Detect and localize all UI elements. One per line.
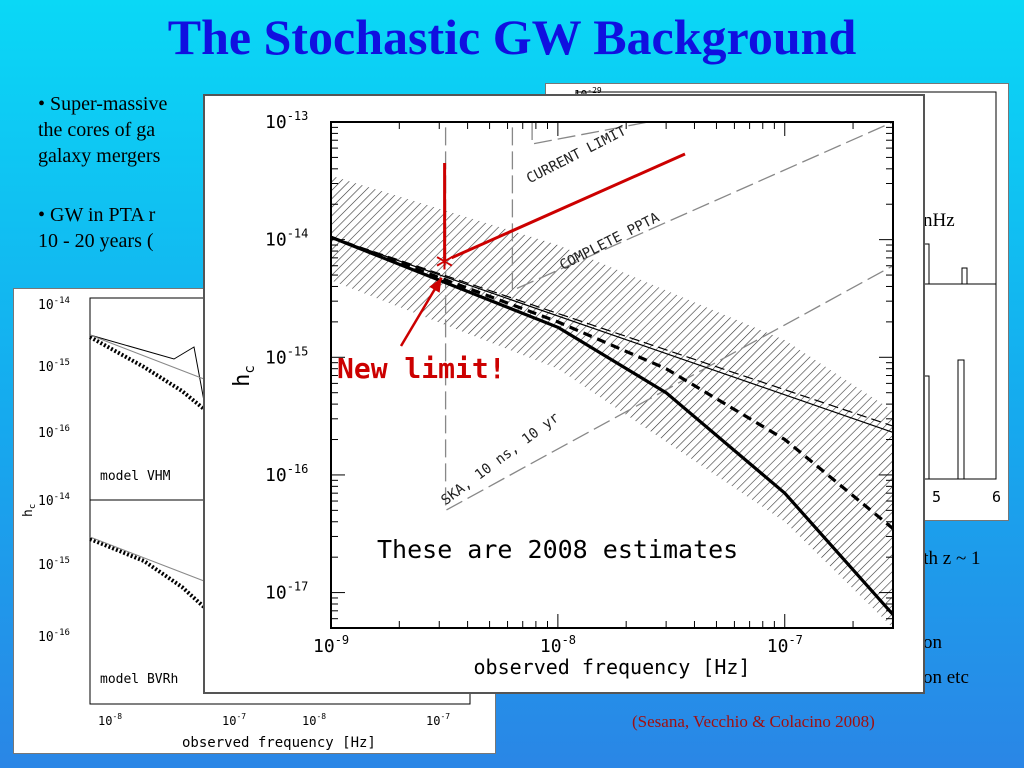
- new-limit-marker: *: [434, 248, 456, 289]
- left-x-tick-4: 10-7: [426, 712, 450, 728]
- left-bottom-curve-ref: [89, 536, 205, 582]
- left-x-axis-label: observed frequency [Hz]: [182, 735, 376, 751]
- slide-title: The Stochastic GW Background: [167, 9, 857, 65]
- left-y-tick-bot-16: 10-16: [38, 628, 70, 645]
- uncertainty-band: [331, 175, 893, 628]
- plot-frame: [330, 121, 894, 629]
- left-y-tick-top-14: 10-14: [38, 296, 70, 313]
- series-line-1: [331, 235, 893, 616]
- series-line-4: [331, 236, 893, 427]
- bullet-2-line-2: 10 - 20 years (: [38, 230, 154, 252]
- sensitivity-curve-2: [511, 122, 893, 292]
- side-text-nhz: nHz: [923, 210, 955, 231]
- sensitivity-label-2: COMPLETE PPTA: [557, 209, 662, 273]
- estimates-note: These are 2008 estimates: [377, 535, 738, 564]
- main-chart: CURRENT LIMIT COMPLETE PPTA SKA, 10 ns, 10…: [203, 94, 925, 694]
- side-text-z1: ith z ~ 1: [918, 548, 981, 569]
- left-y-axis-label: hc: [21, 504, 38, 517]
- y-axis-label: hc: [230, 365, 258, 387]
- right-x-tick-6: 6: [992, 488, 1001, 506]
- left-x-tick-1: 10-8: [98, 712, 122, 728]
- sensitivity-label-3: SKA, 10 ns, 10 yr: [438, 410, 562, 509]
- new-limit-arrowhead: [429, 277, 442, 293]
- right-bar-2: [961, 267, 968, 285]
- left-y-tick-top-15: 10-15: [38, 358, 70, 375]
- side-text-on: on: [923, 632, 942, 653]
- sensitivity-curve-1: [531, 122, 649, 145]
- x-tick-label-1: 10-9: [313, 633, 349, 657]
- right-bar-4: [957, 359, 965, 480]
- new-limit-label: New limit!: [337, 352, 506, 385]
- y-tick-label-3: 10-15: [265, 344, 308, 368]
- left-y-tick-bot-15: 10-15: [38, 556, 70, 573]
- left-model-bvrh-label: model BVRh: [100, 672, 178, 687]
- y-tick-label-2: 10-14: [265, 227, 308, 251]
- y-tick-label-4: 10-16: [265, 462, 308, 486]
- bullet-1-line-1: • Super-massive: [38, 93, 168, 115]
- limit-slanted-line: [450, 152, 686, 260]
- left-x-tick-2: 10-7: [222, 712, 246, 728]
- bullet-1-line-2: the cores of ga: [38, 119, 156, 141]
- left-bottom-curve-thick: [89, 537, 206, 609]
- left-y-tick-top-16: 10-16: [38, 424, 70, 441]
- left-x-tick-3: 10-8: [302, 712, 326, 728]
- main-chart-svg: CURRENT LIMIT COMPLETE PPTA SKA, 10 ns, 10…: [230, 109, 894, 679]
- sensitivity-label-1: CURRENT LIMIT: [524, 123, 629, 187]
- left-top-curve-thick: [89, 335, 206, 411]
- series-line-3: [331, 236, 893, 433]
- y-tick-label-1: 10-13: [265, 109, 308, 133]
- y-tick-label-5: 10-17: [265, 580, 308, 604]
- side-text-on-etc: on etc: [923, 667, 969, 688]
- x-tick-label-3: 10-7: [767, 633, 803, 657]
- bullet-1-line-3: galaxy mergers: [38, 145, 161, 167]
- right-x-tick-5: 5: [932, 488, 941, 506]
- left-y-tick-bot-14: 10-14: [38, 492, 70, 509]
- left-top-curve-ref: [89, 334, 205, 380]
- bullet-2-line-1: • GW in PTA r: [38, 204, 156, 226]
- citation: (Sesana, Vecchio & Colacino 2008): [632, 712, 875, 731]
- left-model-vhm-label: model VHM: [100, 469, 171, 484]
- left-top-curve-thin: [89, 334, 205, 402]
- series-line-2: [331, 235, 893, 530]
- x-axis-label: observed frequency [Hz]: [474, 655, 751, 679]
- x-tick-label-2: 10-8: [540, 633, 576, 657]
